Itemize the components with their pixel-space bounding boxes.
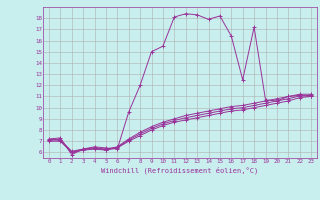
X-axis label: Windchill (Refroidissement éolien,°C): Windchill (Refroidissement éolien,°C) bbox=[101, 166, 259, 174]
